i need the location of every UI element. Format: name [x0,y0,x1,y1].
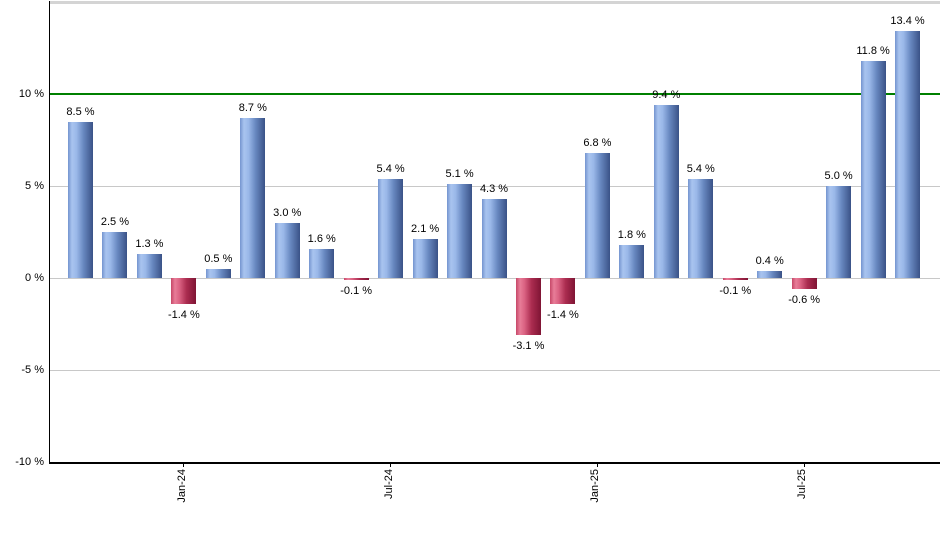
bar-value-label: 13.4 % [890,15,925,28]
bar-Feb-24 [205,268,231,278]
bar-Dec-23 [136,254,162,278]
bar-value-label: 5.0 % [824,170,853,182]
y-axis-line [48,1,50,464]
bar-Jul-25 [791,278,817,290]
plot-top-border [49,1,940,4]
bar-Nov-24 [515,278,541,336]
bar-value-label: -0.6 % [788,294,821,307]
x-axis-label-Jan-25: Jan-25 [589,469,602,503]
bar-value-label: 2.5 % [100,216,130,228]
bar-Jan-24 [171,278,197,304]
y-axis-label-0: 0 % [25,272,44,284]
gridline--5pct [49,369,940,371]
bar-value-label: -1.4 % [167,308,200,321]
bar-value-label: 1.6 % [307,232,336,245]
y-axis-label--10: -10 % [15,456,44,468]
bar-Oct-25 [895,31,921,278]
bar-value-label: 5.4 % [376,162,405,175]
x-axis-label-Jan-24: Jan-24 [175,469,188,503]
bar-value-label: 11.8 % [856,44,890,57]
bar-value-label: 8.5 % [66,105,95,118]
x-axis-label-Jul-25: Jul-25 [796,469,809,499]
bar-Oct-23 [68,121,93,278]
y-axis-label-5: 5 % [25,180,44,192]
bar-Aug-24 [412,239,438,278]
gridline-0pct [49,277,940,279]
bar-value-label: -3.1 % [512,340,545,353]
bar-value-label: 1.8 % [617,228,646,241]
x-axis-tick-Jan-25 [596,462,598,467]
bar-value-label: 4.3 % [479,182,509,195]
x-axis-label-Jul-24: Jul-24 [382,469,395,499]
bar-value-label: 1.3 % [135,238,164,251]
bar-Oct-24 [481,198,507,278]
bar-value-label: -0.1 % [340,284,373,297]
bar-value-label: 0.4 % [755,254,784,267]
bar-value-label: 2.1 % [411,223,440,236]
y-axis-label-10: 10 % [18,88,44,100]
x-axis-tick-Jul-24 [390,462,392,467]
bar-Jun-25 [757,270,783,278]
bar-value-label: 0.5 % [204,252,233,265]
bar-Feb-25 [619,244,645,278]
bar-value-label: 6.8 % [583,136,612,149]
bar-value-label: 8.7 % [238,101,267,114]
threshold-line-10pct [49,93,940,95]
bar-Apr-24 [274,222,300,278]
bar-value-label: 5.4 % [686,162,715,175]
bar-value-label: 9.4 % [652,89,681,102]
bar-May-25 [722,278,748,280]
x-axis-line [49,462,940,464]
bar-Jul-24 [378,178,404,278]
bar-Jun-24 [343,278,369,280]
bar-Nov-23 [102,232,128,278]
gridline-5pct [49,185,940,187]
bar-value-label: -0.1 % [719,284,752,297]
bar-May-24 [309,248,335,278]
bar-Mar-25 [653,105,679,278]
bar-value-label: 3.0 % [273,206,302,219]
bar-Aug-25 [826,186,852,278]
bar-Dec-24 [550,278,576,304]
y-axis-label--5: -5 % [21,364,44,376]
bar-Sep-25 [860,60,886,278]
bar-Jan-25 [584,152,610,278]
bar-Sep-24 [447,184,473,278]
bar-Mar-24 [240,117,266,278]
bar-Apr-25 [688,178,714,278]
x-axis-tick-Jan-24 [183,462,185,467]
x-axis-tick-Jul-25 [803,462,805,467]
bar-value-label: -1.4 % [547,308,579,321]
bar-value-label: 5.1 % [445,168,474,181]
